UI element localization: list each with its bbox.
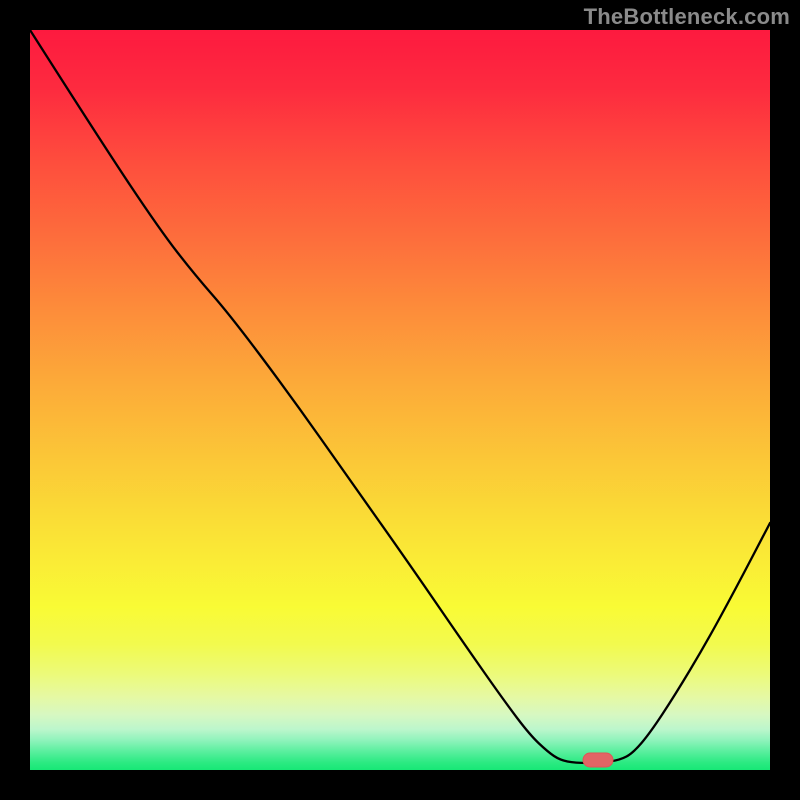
chart-svg [0,0,800,800]
plot-background [30,30,770,770]
optimal-point-marker [583,753,613,767]
chart-frame: TheBottleneck.com [0,0,800,800]
watermark-text: TheBottleneck.com [584,4,790,30]
